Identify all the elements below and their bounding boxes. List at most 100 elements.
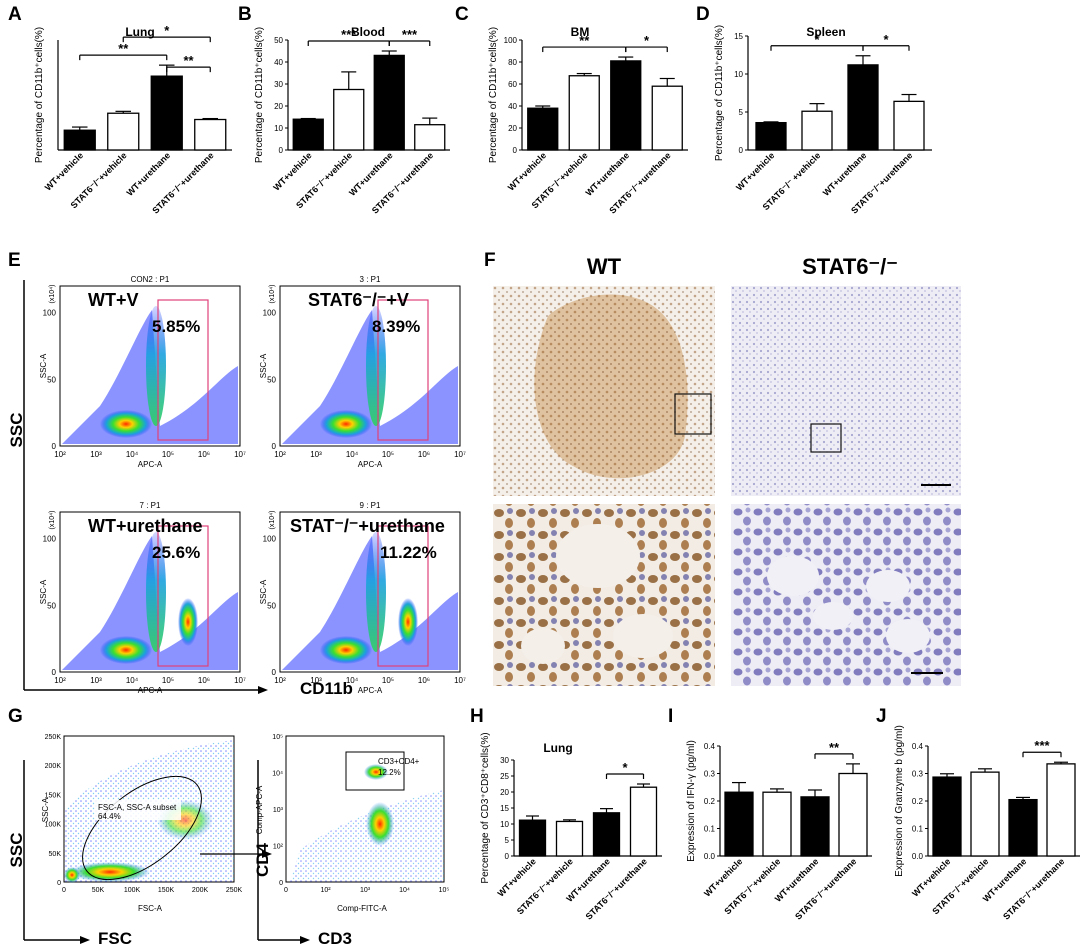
- flow-e-inner-ylabel: SSC-A: [39, 353, 48, 378]
- flow-e-xtick: 10⁵: [382, 676, 394, 685]
- y-tick-label-i: 0.2: [704, 797, 716, 806]
- panel-label-e: E: [8, 250, 21, 271]
- flow-e-xtick: 10⁴: [346, 450, 359, 459]
- gate-e-1: [377, 299, 429, 441]
- y-tick-label-h: 10: [500, 820, 509, 829]
- y-tick-label-b: 40: [274, 58, 283, 67]
- flow-e-xtick: 10⁷: [234, 450, 246, 459]
- gate-label-fsc-ssc: FSC-A, SSC-A subset: [98, 803, 177, 812]
- flow-e-xtick: 10²: [274, 676, 286, 685]
- flow-g-xtick: 10⁵: [439, 887, 450, 894]
- flow-e-group-1: STAT6⁻/⁻+V: [308, 290, 409, 310]
- bar-d-1: [801, 110, 833, 151]
- g-axis-ssc: SSC: [7, 833, 26, 868]
- y-tick-label-d: 15: [734, 32, 743, 41]
- flow-g-ytick: 10⁵: [272, 734, 283, 741]
- y-tick-label-j: 0.2: [912, 797, 924, 806]
- chart-title-c: BM: [571, 25, 590, 39]
- flow-e-ytick: 50: [267, 375, 276, 384]
- flow-e-percent-1: 8.39%: [372, 317, 420, 336]
- flow-g-ytick: 10²: [273, 844, 284, 851]
- panel-label-c: C: [455, 4, 469, 25]
- chart-title-d: Spleen: [806, 25, 845, 39]
- flow-e-ytick: 0: [272, 442, 277, 451]
- flow-e-xtick: 10⁴: [126, 450, 139, 459]
- y-tick-label-b: 20: [274, 102, 283, 111]
- y-tick-label-j: 0.3: [912, 770, 924, 779]
- histology-panel-f: [493, 286, 961, 686]
- category-label-d-2: WT+urethane: [821, 150, 869, 198]
- flow-g-ytick: 100K: [45, 822, 62, 829]
- y-tick-label-h: 0: [505, 852, 510, 861]
- flow-e-axis-x: CD11b: [300, 679, 353, 698]
- y-axis-label-i: Expression of IFN-γ (pg/ml): [686, 740, 697, 862]
- bar-chart-j: 0.0 0.1 0.2 0.3 0.4 Expression of Granzyme b …: [894, 725, 1080, 922]
- bar-c-2: [610, 60, 642, 151]
- flow-e-ytick: 50: [47, 601, 56, 610]
- bar-b-1: [333, 88, 365, 151]
- flow-g-ytick: 250K: [45, 734, 62, 741]
- flow-g-ytick: 0: [279, 880, 283, 887]
- bar-d-0: [755, 121, 787, 151]
- g-axis-cd4: CD4: [253, 842, 272, 877]
- inner-ylabel-ssca: SSC-A: [41, 797, 50, 822]
- flow-e-yexp: (x10⁴): [49, 285, 56, 304]
- flow-g-ytick: 10⁴: [272, 771, 283, 778]
- flow-e-yexp: (x10⁴): [269, 511, 276, 530]
- g-axis-fsc: FSC: [98, 929, 132, 946]
- bar-a-3: [194, 118, 227, 151]
- sig-label-d-1: *: [883, 32, 889, 47]
- bar-chart-h: 0 5 10 15 20 25 30 Percentage of CD3⁺CD8⁺cells(…: [480, 732, 662, 922]
- flow-e-axis-y: SSC: [7, 413, 26, 448]
- bar-a-1: [107, 112, 140, 151]
- flow-e-xtick: 10⁷: [234, 676, 246, 685]
- flow-e-ytick: 50: [267, 601, 276, 610]
- sig-label-b-1: ***: [402, 27, 418, 42]
- gate-label-cd3cd4: CD3+CD4+: [378, 757, 420, 766]
- flow-g-ytick: 50K: [49, 851, 62, 858]
- bar-i-2: [800, 796, 830, 857]
- y-axis-label-c: Percentage of CD11b⁺cells(%): [488, 27, 499, 163]
- y-tick-label-j: 0.1: [912, 825, 924, 834]
- sig-label-b-0: ***: [341, 27, 357, 42]
- category-label-c-0: WT+vehicle: [506, 150, 548, 192]
- flow-g-ytick: 0: [57, 880, 61, 887]
- flow-e-ytick: 100: [43, 309, 57, 318]
- sig-label-c-1: *: [644, 33, 650, 48]
- flow-e-ytick: 0: [52, 442, 57, 451]
- y-axis-label-d: Percentage of CD11b⁺cells(%): [714, 25, 725, 161]
- flow-e-xtick: 10⁵: [162, 676, 174, 685]
- y-tick-label-c: 20: [508, 124, 517, 133]
- y-tick-label-c: 80: [508, 58, 517, 67]
- flow-e-ytick: 100: [263, 309, 277, 318]
- gate-e-0: [157, 299, 209, 441]
- flow-e-xtick: 10⁷: [454, 676, 466, 685]
- bar-h-2: [592, 812, 621, 857]
- bar-b-3: [414, 124, 446, 151]
- flow-e-group-3: STAT⁻/⁻+urethane: [290, 516, 445, 536]
- y-tick-label-h: 5: [505, 836, 510, 845]
- flow-g-xtick: 10⁴: [399, 887, 410, 894]
- panel-label-g: G: [8, 706, 23, 727]
- inner-ylabel-comp-apc: Comp-APC-A: [255, 785, 264, 834]
- flow-e-inner-xlabel: APC-A: [138, 460, 163, 469]
- y-tick-label-h: 20: [500, 788, 509, 797]
- gate-value-fsc-ssc: 64.4%: [98, 812, 121, 821]
- bar-d-2: [847, 64, 879, 151]
- bar-h-1: [555, 820, 584, 857]
- flow-e-ytick: 50: [47, 375, 56, 384]
- flow-e-percent-3: 11.22%: [380, 543, 437, 562]
- histology-label-stat6: STAT6⁻/⁻: [802, 254, 898, 279]
- category-label-b-0: WT+vehicle: [271, 150, 313, 192]
- chart-title-b: Blood: [351, 25, 385, 39]
- flow-e-ytick: 100: [263, 535, 277, 544]
- flow-e-xtick: 10³: [310, 450, 322, 459]
- bar-j-1: [970, 771, 1000, 857]
- flow-e-ytick: 100: [43, 535, 57, 544]
- flow-e-xtick: 10²: [54, 676, 66, 685]
- flow-e-xtick: 10⁴: [346, 676, 359, 685]
- panel-label-h: H: [470, 706, 484, 727]
- histology-label-wt: WT: [586, 254, 622, 279]
- y-axis-label-h: Percentage of CD3⁺CD8⁺cells(%): [480, 732, 491, 883]
- flow-g-ytick: 10³: [273, 807, 284, 814]
